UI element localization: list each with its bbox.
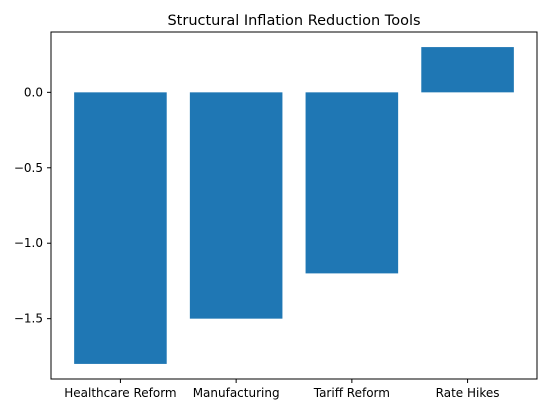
bar-tariff-reform [305, 92, 399, 274]
bar-healthcare-reform [74, 92, 167, 364]
x-tick-label: Tariff Reform [313, 386, 390, 400]
y-tick-label: −0.5 [14, 161, 43, 175]
x-axis: Healthcare Reform Manufacturing Tariff Ref… [64, 379, 499, 400]
chart-title: Structural Inflation Reduction Tools [167, 13, 420, 29]
y-tick-label: −1.0 [14, 236, 43, 250]
x-tick-label: Healthcare Reform [64, 386, 176, 400]
y-tick-label: 0.0 [24, 85, 43, 99]
bar-rate-hikes [421, 47, 514, 93]
x-tick-label: Rate Hikes [436, 386, 500, 400]
y-tick-label: −1.5 [14, 312, 43, 326]
bars-group [74, 47, 514, 364]
bar-manufacturing [189, 92, 283, 319]
y-axis: 0.0 −0.5 −1.0 −1.5 [14, 85, 51, 326]
plot-frame [50, 31, 538, 380]
x-tick-label: Manufacturing [193, 386, 280, 400]
